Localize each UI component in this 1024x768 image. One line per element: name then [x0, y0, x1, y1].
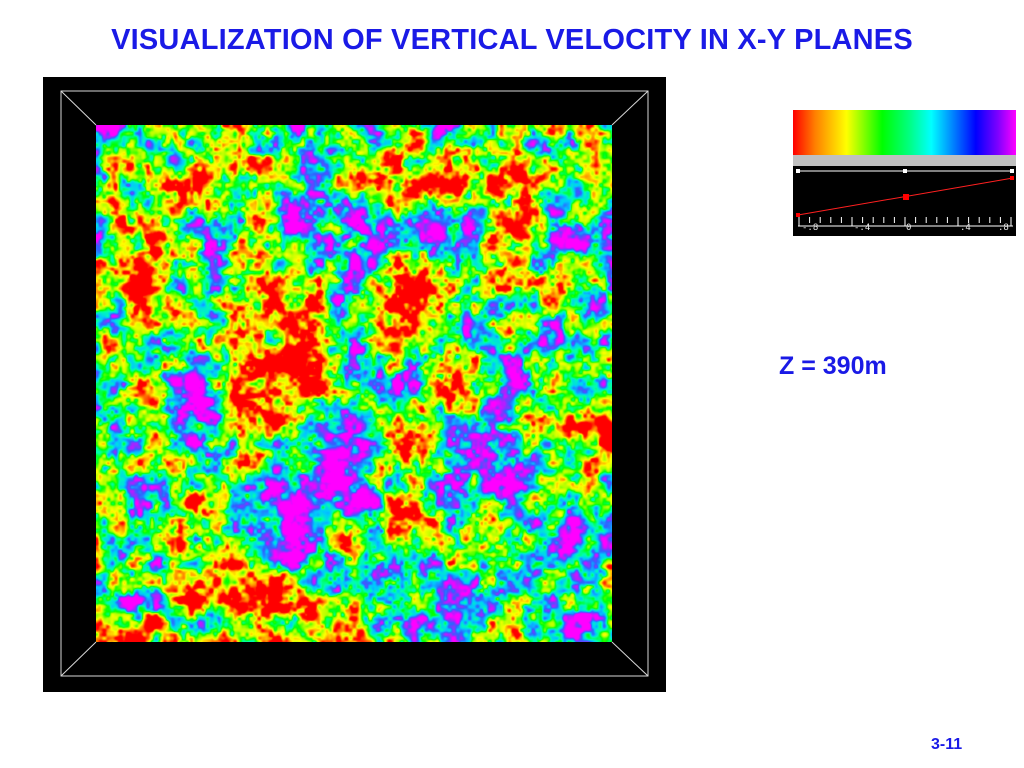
opacity-handle-center[interactable] — [903, 169, 907, 173]
ramp-handle-left[interactable] — [796, 213, 800, 217]
tick-label-pos-08: .8 — [998, 223, 1009, 233]
vertical-velocity-field-plane — [96, 125, 612, 642]
tick-label-neg-04: -.4 — [854, 223, 871, 233]
tick-label-zero: 0 — [906, 223, 912, 233]
ramp-handle-center[interactable] — [903, 194, 909, 200]
slide-title: VISUALIZATION OF VERTICAL VELOCITY IN X-… — [111, 24, 913, 56]
colormap-gradient-bar — [793, 110, 1016, 155]
opacity-handle-right[interactable] — [1010, 169, 1014, 173]
colormap-separator-strip — [793, 155, 1016, 166]
ramp-handle-right[interactable] — [1010, 176, 1014, 180]
opacity-handle-left[interactable] — [796, 169, 800, 173]
transfer-function-graph — [796, 169, 1014, 227]
colormap-transfer-editor[interactable]: -.8 -.4 0 .4 .8 — [793, 166, 1016, 236]
perspective-box-outline — [60, 90, 649, 677]
tick-label-pos-04: .4 — [960, 223, 971, 233]
colormap-axis-ticks — [798, 217, 1013, 227]
tick-label-neg-08: -.8 — [802, 223, 819, 233]
z-height-label: Z = 390m — [779, 352, 887, 380]
page-number: 3-11 — [931, 736, 963, 753]
